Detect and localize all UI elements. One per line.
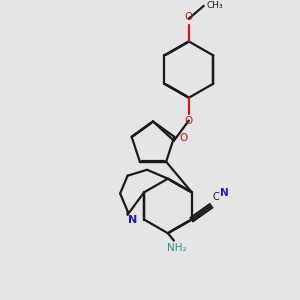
Text: C: C [213,192,219,202]
Text: O: O [185,12,193,22]
Text: O: O [185,116,193,125]
Text: N: N [128,214,138,225]
Text: N: N [220,188,228,198]
Text: CH₃: CH₃ [207,1,224,10]
Text: O: O [180,133,188,143]
Text: NH₂: NH₂ [167,243,187,253]
